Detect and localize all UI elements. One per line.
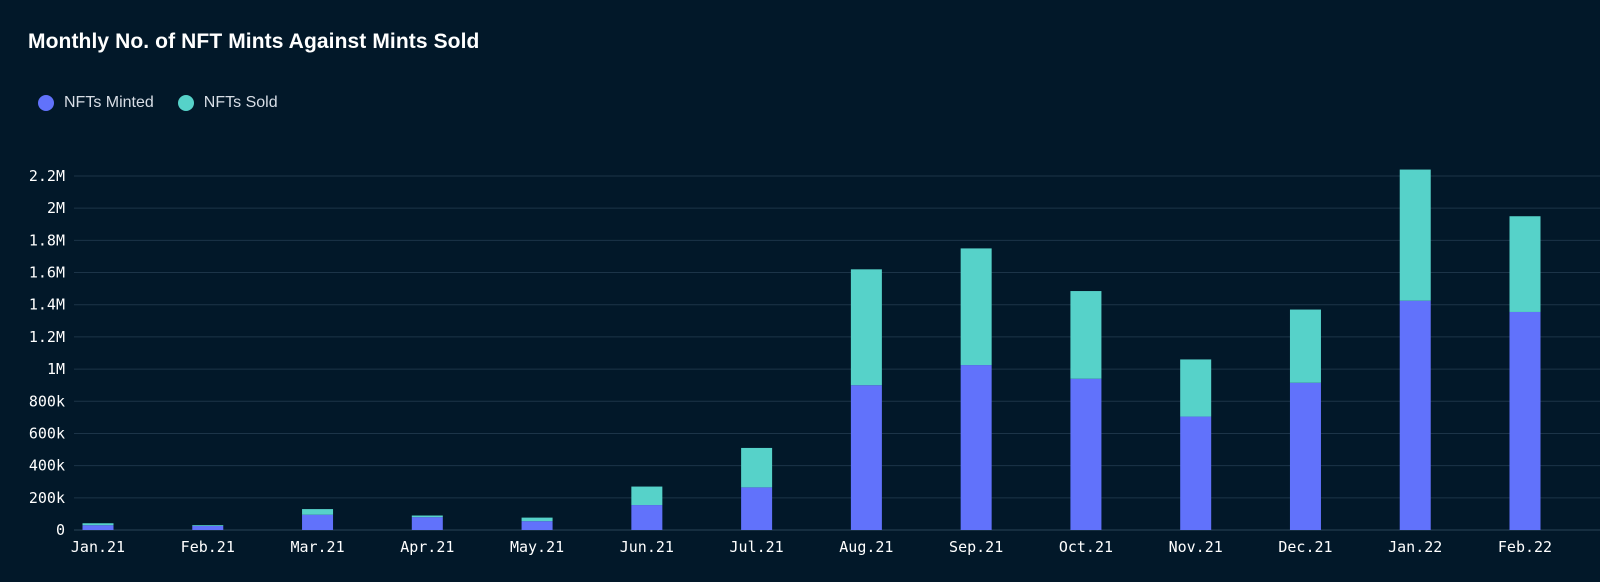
bar-minted[interactable] [192,525,224,530]
x-tick-label: Nov.21 [1169,538,1223,556]
bar-minted[interactable] [850,385,882,530]
legend-marker-sold [177,95,194,111]
x-tick-label: Sep.21 [949,538,1003,556]
bar-sold[interactable] [850,269,882,386]
bar-minted[interactable] [411,517,443,530]
y-tick-label: 400k [29,457,65,475]
bar-sold[interactable] [741,447,773,488]
x-tick-label: Jun.21 [620,538,674,556]
bar-minted[interactable] [82,525,114,530]
bar-minted[interactable] [1399,300,1431,530]
y-tick-label: 2.2M [29,167,65,185]
bar-sold[interactable] [1180,359,1212,417]
bar-sold[interactable] [411,515,443,518]
x-tick-label: Feb.21 [181,538,235,556]
bar-sold[interactable] [1509,216,1541,312]
bar-minted[interactable] [741,487,773,530]
bar-sold[interactable] [192,525,224,526]
y-tick-label: 1.4M [29,296,65,314]
y-tick-label: 1.8M [29,231,65,249]
bar-sold[interactable] [521,517,553,522]
legend-item-sold[interactable]: NFTs Sold [177,94,278,112]
legend-item-minted[interactable]: NFTs Minted [38,94,154,112]
bar-minted[interactable] [1509,311,1541,530]
bar-sold[interactable] [1399,169,1431,301]
y-tick-label: 600k [29,424,65,442]
bar-minted[interactable] [302,514,334,530]
y-tick-label: 200k [29,489,65,507]
x-tick-label: Oct.21 [1059,538,1113,556]
x-tick-label: Aug.21 [839,538,893,556]
legend-label-minted: NFTs Minted [64,94,154,111]
y-tick-label: 1.2M [29,328,65,346]
chart-title: Monthly No. of NFT Mints Against Mints S… [28,30,480,53]
legend-label-sold: NFTs Sold [203,94,278,111]
bar-sold[interactable] [631,486,663,506]
bar-minted[interactable] [960,365,992,530]
x-tick-label: Mar.21 [290,538,344,556]
bar-minted[interactable] [1289,382,1321,530]
bar-sold[interactable] [302,509,334,515]
y-tick-label: 1.6M [29,264,65,282]
bar-minted[interactable] [521,521,553,530]
x-tick-label: Jan.22 [1388,538,1442,556]
x-tick-label: Jul.21 [730,538,784,556]
bar-sold[interactable] [1070,291,1102,379]
bar-sold[interactable] [960,248,992,366]
bar-minted[interactable] [631,505,663,530]
bar-minted[interactable] [1070,378,1102,530]
x-tick-label: Dec.21 [1278,538,1332,556]
x-tick-label: Apr.21 [400,538,454,556]
x-tick-label: Feb.22 [1498,538,1552,556]
y-tick-label: 800k [29,392,65,410]
chart-legend: NFTs Minted NFTs Sold [38,94,278,112]
bar-minted[interactable] [1180,416,1212,530]
y-tick-label: 1M [47,360,65,378]
y-tick-label: 2M [47,199,65,217]
bar-sold[interactable] [82,523,114,526]
legend-marker-minted [38,95,54,111]
x-tick-label: Jan.21 [71,538,125,556]
bar-sold[interactable] [1289,309,1321,383]
x-tick-label: May.21 [510,538,564,556]
y-tick-label: 0 [56,521,65,539]
